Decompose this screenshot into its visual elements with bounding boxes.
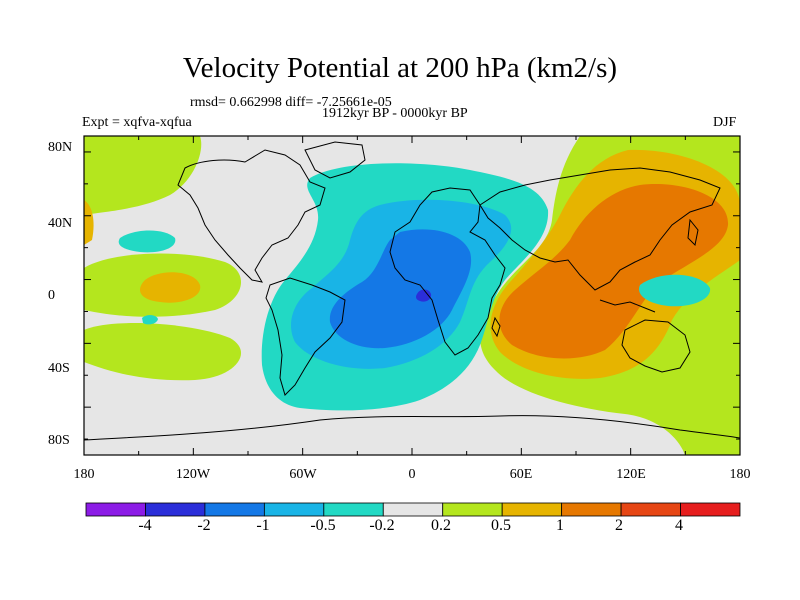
lon-label-60w: 60W bbox=[289, 467, 317, 482]
lon-label-120e: 120E bbox=[616, 467, 646, 482]
colorbar-cell bbox=[204, 502, 265, 517]
contour-positive-west-edge bbox=[84, 200, 94, 245]
coast-madagascar bbox=[491, 316, 501, 338]
coast-greenland bbox=[304, 141, 366, 179]
colorbar-label: 2 bbox=[615, 517, 623, 534]
colorbar-cell bbox=[442, 502, 503, 517]
season-label: DJF bbox=[713, 115, 737, 130]
colorbar-label: -0.5 bbox=[310, 517, 336, 534]
colorbar-cell bbox=[85, 502, 146, 517]
colorbar-cell bbox=[323, 502, 384, 517]
coast-australia bbox=[621, 319, 691, 373]
colorbar-cell bbox=[382, 502, 444, 517]
colorbar-cell bbox=[145, 502, 206, 517]
lat-label-40s: 40S bbox=[48, 361, 70, 376]
contour-negative-west-pacific bbox=[639, 274, 711, 307]
stats-line: rmsd= 0.662998 diff= -7.25661e-05 bbox=[190, 95, 392, 110]
coast-europe-africa bbox=[389, 187, 506, 356]
period-label: 1912kyr BP - 0000kyr BP bbox=[322, 106, 468, 121]
colorbar-cell bbox=[620, 502, 681, 517]
lon-label-180w: 180 bbox=[73, 467, 95, 482]
contour-negative-north-pacific bbox=[118, 230, 176, 253]
colorbar-label: 0.2 bbox=[431, 517, 451, 534]
contour-darkblue-spot bbox=[416, 289, 432, 302]
colorbar bbox=[85, 502, 741, 517]
colorbar-label: -2 bbox=[197, 517, 211, 534]
coast-asia bbox=[479, 167, 721, 291]
colorbar-label: 1 bbox=[556, 517, 564, 534]
lat-label-80s: 80S bbox=[48, 433, 70, 448]
experiment-label: Expt = xqfva-xqfua bbox=[82, 115, 192, 130]
colorbar-cell bbox=[501, 502, 563, 517]
lon-label-180e: 180 bbox=[729, 467, 751, 482]
colorbar-cell bbox=[680, 502, 741, 517]
contour-blue-core bbox=[329, 229, 472, 349]
lon-label-120w: 120W bbox=[175, 467, 211, 482]
axis-ticks bbox=[83, 136, 741, 455]
chart-title: Velocity Potential at 200 hPa (km2/s) bbox=[182, 52, 618, 84]
coast-north-america bbox=[177, 149, 326, 283]
lon-label-0: 0 bbox=[408, 467, 416, 482]
contour-field bbox=[84, 136, 740, 455]
lon-label-60e: 60E bbox=[509, 467, 533, 482]
coast-indonesia bbox=[599, 299, 656, 313]
lat-label-80n: 80N bbox=[48, 140, 73, 155]
coast-antarctica bbox=[84, 415, 740, 441]
colorbar-label: 4 bbox=[675, 517, 683, 534]
colorbar-label: -1 bbox=[256, 517, 270, 534]
colorbar-label: -4 bbox=[138, 517, 152, 534]
coast-japan bbox=[687, 218, 699, 247]
colorbar-cell bbox=[263, 502, 325, 517]
lat-label-40n: 40N bbox=[48, 216, 73, 231]
coastlines bbox=[84, 141, 740, 441]
colorbar-label: 0.5 bbox=[491, 517, 511, 534]
colorbar-label: -0.2 bbox=[369, 517, 395, 534]
lat-label-eq: 0 bbox=[48, 288, 55, 303]
contour-yellow-pacific-spot bbox=[140, 272, 201, 303]
contour-negative-small-spot bbox=[142, 315, 158, 325]
colorbar-cell bbox=[561, 502, 622, 517]
contour-orange-core bbox=[499, 184, 729, 359]
contour-positive-arctic-pacific bbox=[84, 136, 202, 215]
contour-positive-south-pacific bbox=[84, 323, 242, 381]
coast-south-america bbox=[265, 277, 346, 396]
